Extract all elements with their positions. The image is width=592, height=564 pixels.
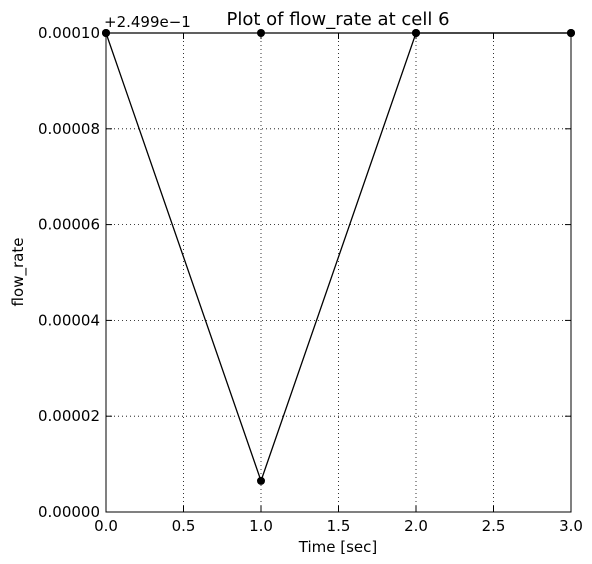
plot-frame — [105, 32, 572, 513]
x-tick-label: 3.0 — [559, 517, 583, 535]
x-tick-label: 1.5 — [327, 517, 351, 535]
chart-title: Plot of flow_rate at cell 6 — [226, 9, 449, 30]
y-tick-label: 0.00000 — [38, 503, 100, 521]
data-point — [257, 476, 265, 485]
x-tick-label: 2.5 — [482, 517, 506, 535]
axis-ticks: 0.0 0.5 1.0 1.5 2.0 2.5 3.0 0.00000 0.00002 0.000… — [38, 24, 583, 535]
y-offset-label: +2.499e−1 — [104, 13, 191, 31]
y-axis-label: flow_rate — [9, 238, 28, 307]
x-tick-label: 0.0 — [94, 517, 118, 535]
y-tick-label: 0.00004 — [38, 311, 100, 329]
y-tick-label: 0.00002 — [38, 407, 100, 425]
grid-lines — [105, 32, 572, 513]
y-tick-label: 0.00006 — [38, 216, 100, 234]
x-tick-label: 0.5 — [172, 517, 196, 535]
x-tick-label: 1.0 — [249, 517, 273, 535]
x-tick-label: 2.0 — [404, 517, 428, 535]
x-axis-label: Time [sec] — [298, 538, 377, 556]
y-tick-label: 0.00010 — [38, 24, 100, 42]
y-tick-label: 0.00008 — [38, 120, 100, 138]
